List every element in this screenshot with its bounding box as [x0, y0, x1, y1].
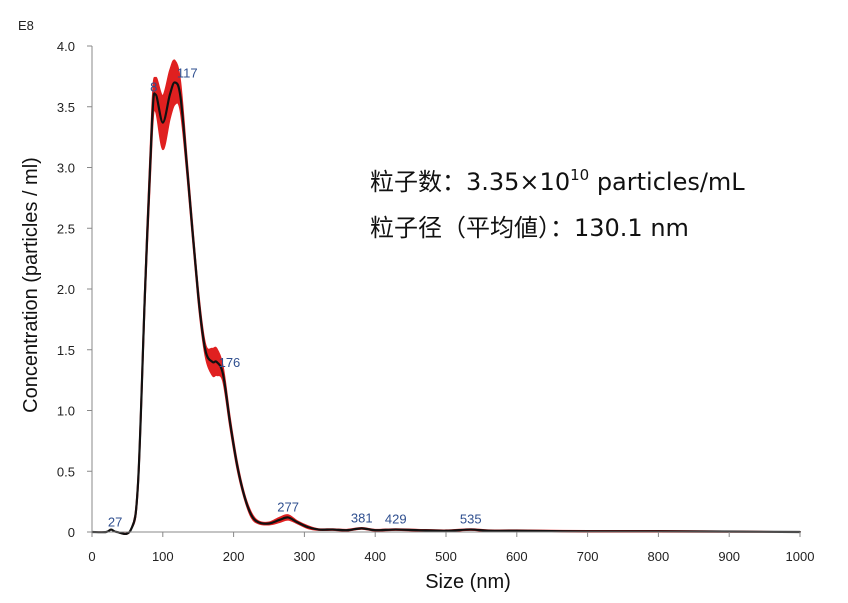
data-point	[469, 528, 472, 531]
data-point	[161, 121, 164, 124]
data-point	[154, 93, 157, 96]
data-point	[151, 118, 154, 120]
peak-label: 429	[385, 512, 407, 527]
data-point	[168, 93, 171, 96]
peak-label: 117	[177, 65, 198, 80]
peak-label: 176	[219, 355, 241, 370]
peak-label: 27	[108, 515, 122, 530]
axes	[87, 45, 801, 537]
data-point	[243, 494, 246, 497]
peak-labels: 27 8 117 176 277 381 429 535	[108, 65, 482, 529]
data-point	[110, 528, 113, 531]
y-tick-label: 2.5	[57, 221, 75, 236]
y-axis-title: Concentration (particles / ml)	[20, 157, 42, 413]
data-point	[186, 172, 189, 175]
data-point	[211, 361, 214, 363]
data-point	[487, 529, 490, 532]
y-tick-label: 3.0	[57, 161, 75, 176]
peak-label: 8	[150, 80, 157, 95]
data-point	[307, 526, 309, 529]
x-tick-label: 500	[435, 549, 457, 564]
y-tick-label: 2.0	[57, 282, 75, 297]
data-point	[229, 421, 231, 424]
particle-count-text: 粒子数：3.35×1010 particles/mL	[370, 166, 745, 196]
data-point	[317, 528, 320, 531]
peak-label: 381	[351, 510, 373, 525]
particle-count-main: 粒子数：3.35×10	[370, 168, 570, 196]
y-tick-label: 0.5	[57, 464, 75, 479]
data-point	[374, 529, 377, 532]
data-point	[137, 482, 139, 485]
y-tick-label: 1.0	[57, 404, 75, 419]
x-tick-label: 1000	[786, 549, 815, 564]
y-tick-label: 3.5	[57, 100, 75, 115]
data-point	[445, 529, 447, 532]
x-axis-title: Size (nm)	[425, 571, 511, 593]
data-point	[268, 522, 270, 525]
data-point	[416, 529, 419, 532]
data-point	[236, 464, 239, 467]
data-point	[394, 528, 397, 531]
x-tick-label: 300	[294, 549, 316, 564]
x-tick-label: 400	[364, 549, 386, 564]
data-point	[144, 288, 147, 290]
particle-count-exponent: 10	[570, 166, 589, 184]
particle-count-unit: particles/mL	[589, 168, 745, 196]
y-tick-label: 0	[68, 525, 75, 540]
data-point	[130, 528, 132, 531]
data-point	[287, 516, 290, 519]
y-tick-label: 1.5	[57, 343, 75, 358]
y-tick-label: 4.0	[57, 39, 75, 54]
mean-line	[91, 81, 801, 535]
data-point	[331, 528, 334, 531]
data-point	[215, 361, 218, 363]
data-point	[278, 518, 281, 521]
x-tick-label: 900	[718, 549, 740, 564]
mean-line-layer	[91, 81, 801, 535]
x-tick-label: 700	[577, 549, 599, 564]
mean-size-text: 粒子径（平均値）：130.1 nm	[370, 214, 689, 242]
data-point	[179, 96, 182, 98]
data-point	[222, 373, 224, 375]
peak-label: 535	[460, 512, 482, 527]
data-point	[345, 529, 348, 532]
data-point	[250, 514, 253, 516]
data-point	[173, 81, 176, 84]
data-point	[296, 521, 299, 524]
data-point	[197, 294, 200, 296]
x-tick-label: 0	[88, 549, 95, 564]
data-point	[204, 348, 207, 351]
data-point	[515, 529, 518, 532]
x-tick-label: 600	[506, 549, 528, 564]
peak-label: 277	[277, 499, 299, 514]
tick-labels: 0 100 200 300 400 500 600 700 800 900 1000 0 0.5 1.0 1…	[57, 39, 815, 564]
x-tick-label: 100	[152, 549, 174, 564]
x-tick-label: 800	[648, 549, 670, 564]
data-point	[360, 527, 363, 530]
data-point	[257, 521, 260, 524]
x-tick-label: 200	[223, 549, 245, 564]
y-scale-multiplier: E8	[18, 18, 34, 33]
